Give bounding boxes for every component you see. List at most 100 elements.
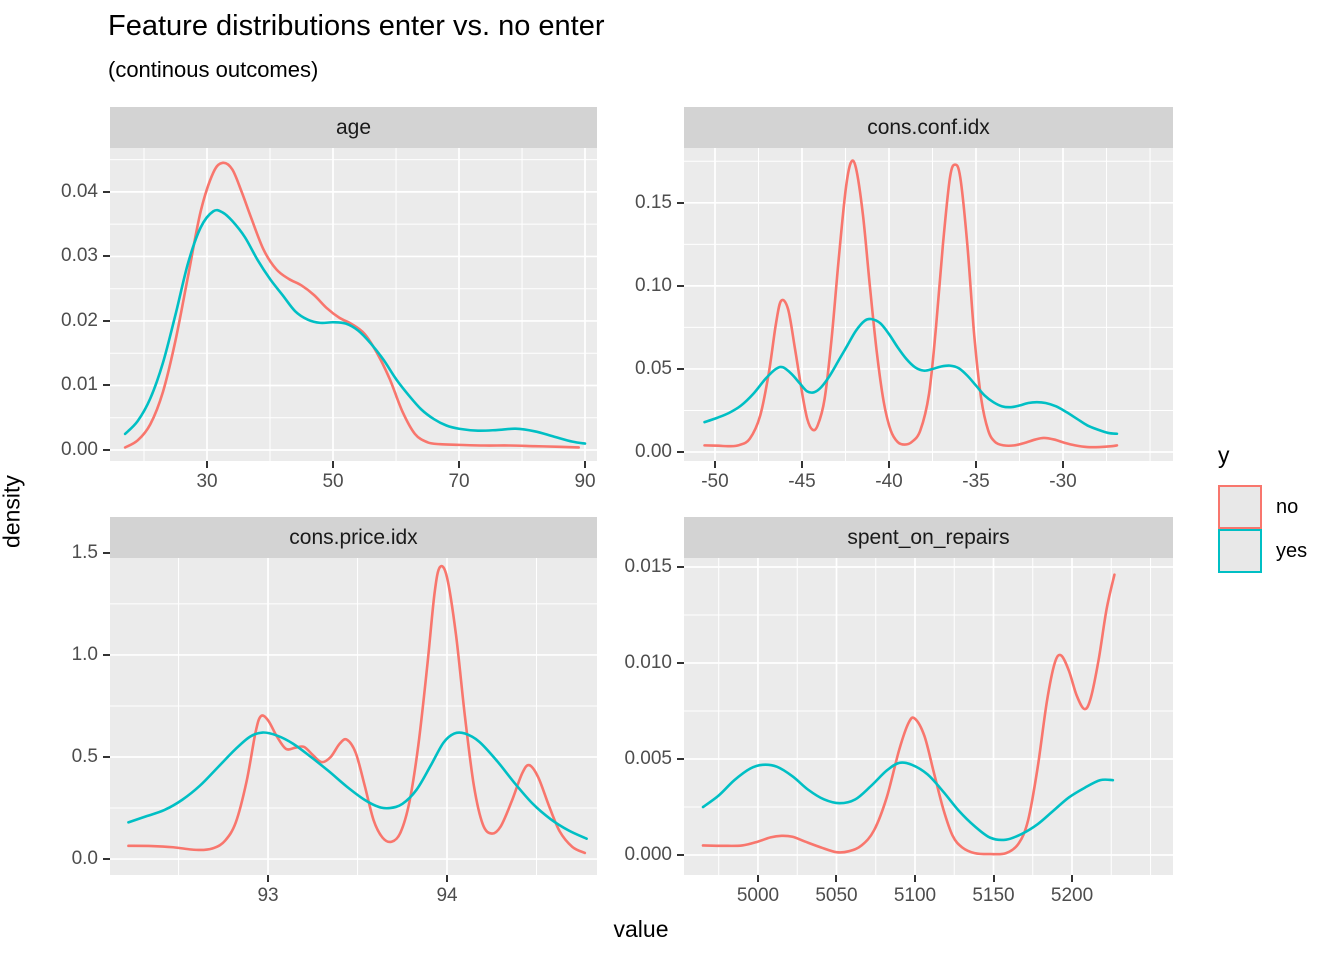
density-curve-yes bbox=[123, 208, 587, 445]
plot-title: Feature distributions enter vs. no enter bbox=[108, 10, 605, 42]
x-tick-label: 30 bbox=[196, 471, 218, 492]
y-tick-mark bbox=[677, 662, 684, 665]
x-tick-mark bbox=[713, 461, 716, 468]
y-tick-mark bbox=[677, 451, 684, 454]
x-tick-mark bbox=[206, 461, 209, 468]
facet-panel-cons-conf-idx: cons.conf.idx bbox=[684, 107, 1173, 461]
density-chart-cons-conf-idx bbox=[684, 148, 1173, 461]
facet-strip: cons.price.idx bbox=[110, 517, 597, 558]
legend-key-yes: yes bbox=[1218, 529, 1307, 573]
x-tick-mark bbox=[332, 461, 335, 468]
y-tick-label: 0.03 bbox=[61, 245, 98, 267]
x-tick-label: -30 bbox=[1049, 471, 1077, 492]
x-tick-label: 5150 bbox=[972, 885, 1015, 906]
y-tick-label: 1.0 bbox=[71, 643, 98, 665]
facet-strip: spent_on_repairs bbox=[684, 517, 1173, 558]
x-tick-mark bbox=[975, 461, 977, 468]
density-curve-yes bbox=[701, 761, 1115, 842]
x-tick-mark bbox=[446, 875, 449, 882]
x-tick-label: 70 bbox=[448, 471, 470, 492]
x-tick-label: 5100 bbox=[893, 885, 937, 906]
facet-panel-spent-on-repairs: spent_on_repairs bbox=[684, 517, 1173, 875]
x-tick-label: -40 bbox=[875, 471, 903, 492]
legend-key-no: no bbox=[1218, 485, 1307, 529]
facet-strip-label: cons.price.idx bbox=[289, 525, 418, 549]
x-tick-mark bbox=[584, 461, 587, 468]
y-tick-mark bbox=[103, 190, 110, 193]
y-tick-mark bbox=[103, 319, 110, 322]
x-axis-title: value bbox=[613, 916, 669, 942]
facet-strip-label: spent_on_repairs bbox=[847, 525, 1010, 549]
density-chart-spent-on-repairs bbox=[684, 558, 1173, 875]
y-tick-label: 0.10 bbox=[635, 274, 672, 296]
y-tick-label: 0.015 bbox=[624, 556, 672, 578]
density-chart-cons-price-idx bbox=[110, 558, 597, 875]
density-chart-age bbox=[110, 148, 597, 461]
y-tick-label: 0.005 bbox=[624, 748, 672, 770]
y-tick-label: 0.010 bbox=[624, 652, 672, 674]
plot-subtitle: (continous outcomes) bbox=[108, 57, 319, 82]
y-tick-mark bbox=[677, 854, 684, 857]
x-tick-mark bbox=[267, 875, 270, 882]
density-curve-no bbox=[127, 564, 587, 855]
legend-swatch-no bbox=[1218, 485, 1262, 529]
x-tick-label: 5200 bbox=[1050, 885, 1094, 906]
facet-panel-age: age bbox=[110, 107, 597, 461]
legend-swatch-yes bbox=[1218, 529, 1262, 573]
x-tick-label: 5000 bbox=[736, 885, 780, 906]
y-tick-label: 0.05 bbox=[635, 357, 672, 379]
x-tick-label: 93 bbox=[257, 885, 279, 906]
y-tick-mark bbox=[103, 255, 110, 258]
y-tick-mark bbox=[677, 367, 684, 370]
y-tick-mark bbox=[103, 756, 110, 759]
y-tick-label: 0.15 bbox=[635, 191, 672, 213]
y-tick-label: 0.01 bbox=[61, 374, 98, 396]
x-tick-mark bbox=[458, 461, 461, 468]
x-tick-mark bbox=[913, 875, 916, 882]
x-tick-mark bbox=[1062, 461, 1065, 468]
facet-strip: age bbox=[110, 107, 597, 148]
y-tick-label: 0.00 bbox=[635, 441, 672, 463]
x-tick-label: 5050 bbox=[815, 885, 858, 906]
x-tick-label: 50 bbox=[322, 471, 344, 492]
x-tick-label: -35 bbox=[962, 471, 990, 492]
y-tick-mark bbox=[103, 384, 110, 387]
y-tick-label: 0.5 bbox=[71, 746, 98, 768]
x-tick-label: 94 bbox=[436, 885, 458, 906]
y-tick-label: 0.0 bbox=[71, 848, 98, 870]
legend-label-yes: yes bbox=[1276, 539, 1308, 562]
x-tick-mark bbox=[835, 875, 838, 882]
x-tick-mark bbox=[756, 875, 759, 882]
x-tick-label: -50 bbox=[701, 471, 729, 492]
y-tick-mark bbox=[677, 566, 684, 569]
density-curve-no bbox=[701, 573, 1116, 856]
y-tick-label: 0.000 bbox=[624, 844, 672, 866]
y-tick-mark bbox=[103, 858, 110, 861]
y-tick-mark bbox=[103, 653, 110, 656]
facet-strip: cons.conf.idx bbox=[684, 107, 1173, 148]
facet-strip-label: age bbox=[335, 115, 372, 139]
facet-panel-cons-price-idx: cons.price.idx bbox=[110, 517, 597, 875]
density-curve-yes bbox=[127, 731, 588, 840]
y-tick-mark bbox=[103, 551, 110, 554]
x-tick-label: 90 bbox=[574, 471, 596, 492]
y-tick-mark bbox=[677, 201, 684, 204]
density-curve-yes bbox=[703, 317, 1119, 436]
density-curve-no bbox=[703, 159, 1119, 449]
legend-title: y bbox=[1218, 442, 1230, 468]
y-tick-mark bbox=[677, 284, 684, 287]
y-tick-label: 1.5 bbox=[71, 541, 98, 563]
y-tick-label: 0.04 bbox=[61, 180, 98, 202]
density-curve-no bbox=[123, 161, 581, 449]
x-tick-mark bbox=[800, 461, 803, 468]
x-tick-mark bbox=[887, 461, 890, 468]
legend-label-no: no bbox=[1276, 495, 1299, 518]
facet-strip-label: cons.conf.idx bbox=[867, 115, 990, 139]
x-tick-label: -45 bbox=[788, 471, 816, 492]
y-tick-label: 0.02 bbox=[61, 309, 98, 331]
y-tick-mark bbox=[677, 758, 684, 761]
legend: y no yes bbox=[1218, 442, 1307, 573]
x-tick-mark bbox=[1071, 875, 1074, 882]
x-tick-mark bbox=[992, 875, 995, 882]
